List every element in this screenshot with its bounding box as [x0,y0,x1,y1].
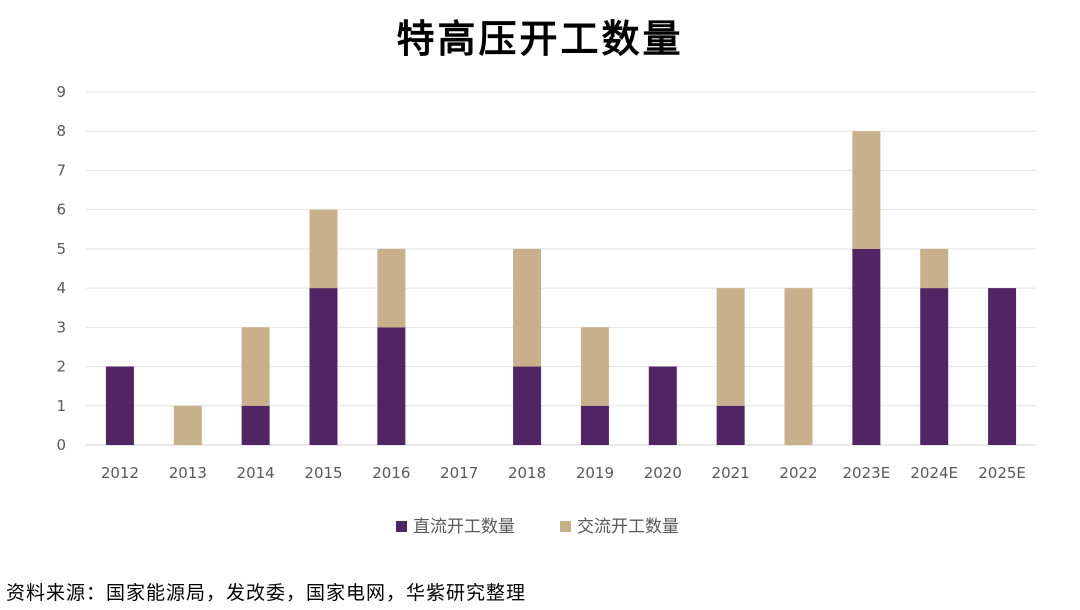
y-tick-label: 4 [56,279,66,297]
source-note: 资料来源：国家能源局，发改委，国家电网，华紫研究整理 [6,582,527,604]
bar-ac-2015 [309,209,338,289]
x-tick-label: 2020 [644,464,682,482]
x-tick-label: 2022 [779,464,817,482]
x-tick-label: 2017 [440,464,478,482]
x-tick-label: 2023E [843,464,891,482]
bar-ac-2016 [377,248,406,328]
x-tick-label: 2012 [101,464,139,482]
y-tick-label: 1 [56,397,66,415]
y-tick-label: 0 [56,436,66,454]
bar-dc-2023E [852,248,881,445]
bar-dc-2016 [377,327,406,445]
bar-ac-2019 [580,327,609,406]
x-tick-label: 2016 [372,464,410,482]
x-axis-ticks: 2012 2013 2014 2015 2016 2017 2018 2019 2020 2021… [101,464,1026,482]
x-tick-label: 2019 [576,464,614,482]
bar-dc-2024E [920,288,949,445]
x-tick-label: 2015 [304,464,342,482]
x-tick-label: 2018 [508,464,546,482]
y-tick-label: 5 [56,240,66,258]
bar-ac-2018 [513,248,542,367]
bar-dc-2018 [513,366,542,445]
y-tick-label: 2 [56,358,66,376]
bar-ac-2024E [920,248,949,289]
legend-swatch-dc [396,521,407,532]
bar-dc-2015 [309,288,338,445]
x-tick-label: 2021 [712,464,750,482]
legend-label-ac: 交流开工数量 [577,517,679,537]
x-tick-label: 2024E [910,464,958,482]
x-tick-label: 2013 [169,464,207,482]
x-tick-label: 2014 [237,464,275,482]
bars [105,131,1017,445]
legend-swatch-ac [560,521,571,532]
y-tick-label: 8 [56,122,66,140]
y-tick-label: 3 [56,318,66,336]
bar-dc-2021 [716,405,745,445]
gridlines [86,91,1036,446]
bar-ac-2014 [241,327,270,406]
legend: 直流开工数量 交流开工数量 [396,517,679,537]
y-tick-label: 7 [56,161,66,179]
bar-ac-2023E [852,131,881,249]
y-axis-ticks: 0 1 2 3 4 5 6 7 8 9 [56,83,66,454]
x-tick-label: 2025E [978,464,1026,482]
y-tick-label: 6 [56,201,66,219]
chart-title: 特高压开工数量 [396,16,684,61]
bar-dc-2012 [105,366,134,445]
legend-label-dc: 直流开工数量 [413,517,515,537]
y-tick-label: 9 [56,83,66,101]
bar-ac-2021 [716,288,745,406]
bar-ac-2013 [173,405,202,445]
bar-ac-2022 [784,288,813,445]
bar-dc-2019 [580,405,609,445]
bar-dc-2014 [241,405,270,445]
bar-dc-2020 [648,366,677,445]
bar-dc-2025E [988,288,1017,445]
